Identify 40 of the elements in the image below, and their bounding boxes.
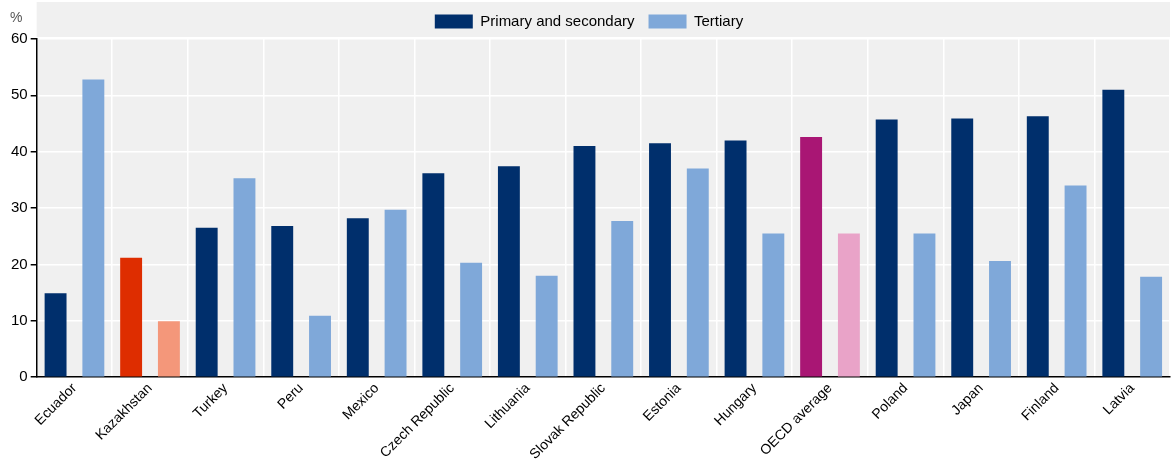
bar	[82, 79, 105, 377]
bar	[649, 143, 671, 377]
bar	[837, 233, 860, 377]
bar	[800, 137, 823, 377]
y-tick-label: 40	[11, 141, 28, 159]
bar	[1064, 185, 1087, 377]
y-tick-label: 10	[11, 310, 28, 328]
bar	[535, 275, 558, 377]
bar	[913, 233, 936, 377]
y-tick-label: 50	[11, 85, 28, 103]
bar	[497, 166, 520, 377]
bar	[460, 262, 483, 377]
bar	[309, 315, 331, 377]
bar	[195, 227, 218, 377]
bar	[951, 118, 974, 377]
bar	[1102, 89, 1125, 377]
legend-label: Primary and secondary	[480, 11, 636, 29]
bar	[1026, 116, 1049, 377]
y-tick-label: 30	[11, 198, 28, 216]
bar	[157, 321, 180, 377]
bar	[120, 257, 143, 377]
bar	[686, 168, 709, 377]
bar	[346, 218, 369, 377]
bar	[762, 233, 785, 377]
bar	[724, 140, 747, 377]
y-tick-label: 0	[19, 367, 28, 385]
bar	[611, 221, 634, 377]
bar	[875, 119, 898, 377]
bar	[233, 178, 256, 377]
legend-label: Tertiary	[694, 11, 744, 29]
bar	[271, 226, 294, 377]
bar	[989, 261, 1011, 377]
y-tick-label: 60	[11, 29, 28, 47]
bar	[573, 146, 596, 377]
y-axis-title: %	[10, 8, 23, 25]
bar	[1140, 276, 1163, 377]
bar	[384, 209, 407, 377]
bar	[422, 173, 445, 377]
y-tick-label: 20	[11, 254, 28, 272]
bar	[44, 293, 67, 377]
